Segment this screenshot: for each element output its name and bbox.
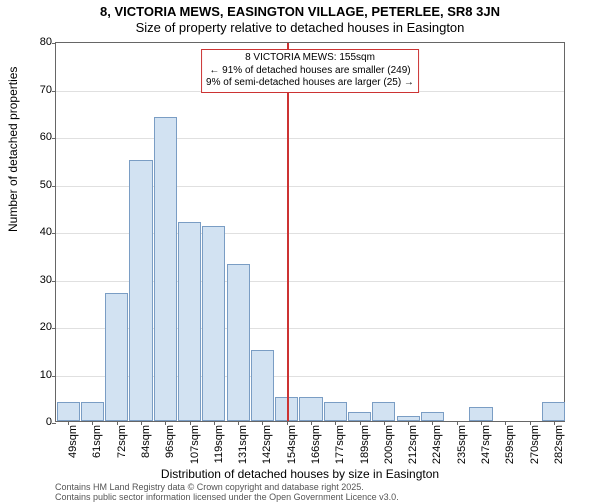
x-tick-label: 72sqm bbox=[116, 425, 128, 475]
x-tick-label: 49sqm bbox=[67, 425, 79, 475]
bar bbox=[421, 412, 444, 422]
y-tick-label: 60 bbox=[22, 131, 52, 143]
x-tick-label: 119sqm bbox=[213, 425, 225, 475]
x-tick-label: 154sqm bbox=[286, 425, 298, 475]
x-tick-label: 177sqm bbox=[334, 425, 346, 475]
y-tick bbox=[52, 186, 56, 187]
reference-line bbox=[287, 43, 289, 421]
bar bbox=[324, 402, 347, 421]
y-tick bbox=[52, 328, 56, 329]
y-tick bbox=[52, 376, 56, 377]
y-tick-label: 30 bbox=[22, 274, 52, 286]
y-tick-label: 20 bbox=[22, 321, 52, 333]
bar bbox=[348, 412, 371, 422]
bar bbox=[251, 350, 274, 421]
x-tick-label: 61sqm bbox=[91, 425, 103, 475]
y-tick-label: 80 bbox=[22, 36, 52, 48]
bar bbox=[469, 407, 492, 421]
title-line-1: 8, VICTORIA MEWS, EASINGTON VILLAGE, PET… bbox=[0, 4, 600, 19]
x-tick-label: 166sqm bbox=[310, 425, 322, 475]
x-tick-label: 235sqm bbox=[456, 425, 468, 475]
chart-plot-area: 8 VICTORIA MEWS: 155sqm ← 91% of detache… bbox=[55, 42, 565, 422]
bar bbox=[129, 160, 152, 421]
bar bbox=[542, 402, 565, 421]
y-tick-label: 10 bbox=[22, 369, 52, 381]
y-tick bbox=[52, 233, 56, 234]
y-tick bbox=[52, 43, 56, 44]
bar bbox=[202, 226, 225, 421]
title-line-2: Size of property relative to detached ho… bbox=[0, 20, 600, 35]
bar bbox=[105, 293, 128, 421]
x-tick-label: 247sqm bbox=[480, 425, 492, 475]
x-tick-label: 200sqm bbox=[383, 425, 395, 475]
x-tick-label: 131sqm bbox=[237, 425, 249, 475]
y-tick-label: 40 bbox=[22, 226, 52, 238]
y-tick bbox=[52, 138, 56, 139]
footer-line-2: Contains public sector information licen… bbox=[55, 493, 399, 503]
y-tick-label: 70 bbox=[22, 84, 52, 96]
bar bbox=[178, 222, 201, 422]
annotation-line-1: 8 VICTORIA MEWS: 155sqm bbox=[206, 52, 414, 65]
x-tick-label: 142sqm bbox=[261, 425, 273, 475]
y-tick bbox=[52, 423, 56, 424]
y-tick bbox=[52, 91, 56, 92]
y-axis-label: Number of detached properties bbox=[6, 67, 20, 232]
bar bbox=[154, 117, 177, 421]
x-tick-label: 84sqm bbox=[140, 425, 152, 475]
x-tick-label: 224sqm bbox=[431, 425, 443, 475]
chart-title-block: 8, VICTORIA MEWS, EASINGTON VILLAGE, PET… bbox=[0, 0, 600, 35]
y-tick bbox=[52, 281, 56, 282]
x-tick-label: 107sqm bbox=[189, 425, 201, 475]
x-tick-label: 282sqm bbox=[553, 425, 565, 475]
bar bbox=[299, 397, 322, 421]
y-gridline bbox=[56, 138, 564, 139]
bar bbox=[227, 264, 250, 421]
x-tick-label: 212sqm bbox=[407, 425, 419, 475]
bar bbox=[81, 402, 104, 421]
annotation-line-2: ← 91% of detached houses are smaller (24… bbox=[206, 65, 414, 78]
x-tick-label: 259sqm bbox=[504, 425, 516, 475]
bar bbox=[372, 402, 395, 421]
x-tick-label: 270sqm bbox=[529, 425, 541, 475]
reference-annotation-box: 8 VICTORIA MEWS: 155sqm ← 91% of detache… bbox=[201, 49, 419, 93]
y-tick-label: 50 bbox=[22, 179, 52, 191]
x-tick-label: 189sqm bbox=[359, 425, 371, 475]
y-tick-label: 0 bbox=[22, 416, 52, 428]
bar bbox=[57, 402, 80, 421]
annotation-line-3: 9% of semi-detached houses are larger (2… bbox=[206, 77, 414, 90]
x-tick-label: 96sqm bbox=[164, 425, 176, 475]
